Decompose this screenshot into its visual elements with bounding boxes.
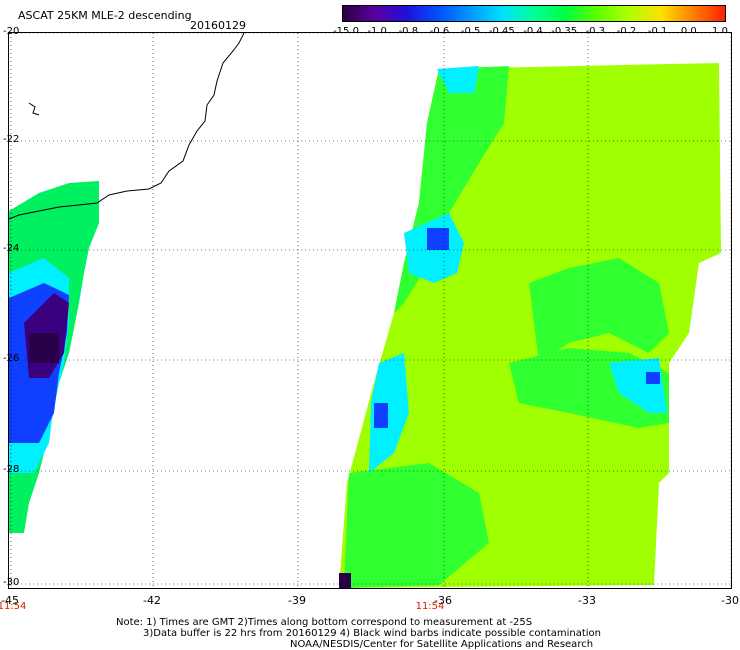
coastline bbox=[9, 33, 245, 220]
colorbar-tick-label: -0.35 bbox=[551, 26, 577, 37]
map-date: 20160129 bbox=[190, 19, 246, 32]
longitude-label: -42 bbox=[143, 594, 161, 607]
longitude-label: -36 bbox=[434, 594, 452, 607]
colorbar-tick-label: -1.0 bbox=[367, 26, 387, 37]
island-outline bbox=[28, 102, 40, 116]
map-plot bbox=[8, 32, 732, 589]
colorbar-tick-label: -15.0 bbox=[333, 26, 359, 37]
swath-cyan-2 bbox=[369, 353, 409, 473]
colorbar bbox=[342, 5, 726, 22]
swath-green-south bbox=[344, 463, 489, 588]
colorbar-tick-label: -0.2 bbox=[617, 26, 637, 37]
swath-blue-3 bbox=[646, 372, 660, 384]
swath-left-darkpurple bbox=[29, 333, 59, 363]
swath-blue-1 bbox=[427, 228, 449, 250]
longitude-label: -39 bbox=[288, 594, 306, 607]
colorbar-tick-label: -0.4 bbox=[523, 26, 543, 37]
latitude-label: -24 bbox=[3, 243, 20, 254]
latitude-label: -28 bbox=[3, 464, 20, 475]
colorbar-tick-label: -0.6 bbox=[430, 26, 450, 37]
footer-credit: NOAA/NESDIS/Center for Satellite Applica… bbox=[290, 639, 594, 650]
longitude-label: -45 bbox=[1, 594, 19, 607]
swath-blue-2 bbox=[374, 403, 388, 428]
longitude-label: -33 bbox=[578, 594, 596, 607]
latitude-label: -26 bbox=[3, 353, 20, 364]
colorbar-tick-label: -0.3 bbox=[586, 26, 606, 37]
time-label-left: 11:54 bbox=[0, 601, 27, 612]
colorbar-tick-label: -0.1 bbox=[648, 26, 668, 37]
colorbar-tick-label: 1.0 bbox=[712, 26, 728, 37]
colorbar-tick-label: -0.8 bbox=[399, 26, 419, 37]
footer-note-1: Note: 1) Times are GMT 2)Times along bot… bbox=[116, 617, 533, 628]
latitude-label: -30 bbox=[3, 577, 20, 588]
footer-note-2: 3)Data buffer is 22 hrs from 20160129 4)… bbox=[143, 628, 601, 639]
latitude-label: -20 bbox=[3, 26, 20, 37]
swath-purple-corner bbox=[339, 573, 351, 588]
colorbar-tick-label: -0.5 bbox=[461, 26, 481, 37]
latitude-label: -22 bbox=[3, 134, 20, 145]
longitude-label: -30 bbox=[721, 594, 739, 607]
colorbar-tick-label: -0.45 bbox=[489, 26, 515, 37]
map-title: ASCAT 25KM MLE-2 descending bbox=[18, 9, 192, 22]
map-canvas bbox=[9, 33, 731, 588]
colorbar-tick-label: 0.0 bbox=[681, 26, 697, 37]
swath-cyan-4 bbox=[437, 66, 479, 93]
time-label-middle: 11:54 bbox=[415, 601, 445, 612]
swath-cyan-3 bbox=[609, 358, 667, 413]
swath-green-band bbox=[529, 258, 669, 363]
